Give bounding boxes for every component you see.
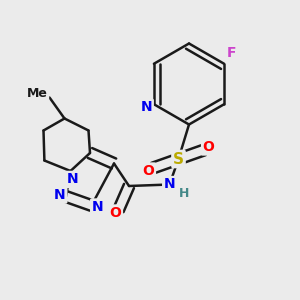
Text: Me: Me bbox=[27, 86, 48, 100]
Text: O: O bbox=[202, 140, 214, 154]
Text: N: N bbox=[141, 100, 152, 114]
Text: N: N bbox=[54, 188, 66, 202]
Text: H: H bbox=[179, 187, 190, 200]
Text: O: O bbox=[110, 206, 122, 220]
Text: O: O bbox=[142, 164, 154, 178]
Text: N: N bbox=[92, 200, 103, 214]
Text: F: F bbox=[227, 46, 236, 60]
Text: N: N bbox=[67, 172, 79, 186]
Text: N: N bbox=[164, 178, 175, 191]
Text: S: S bbox=[173, 152, 184, 166]
